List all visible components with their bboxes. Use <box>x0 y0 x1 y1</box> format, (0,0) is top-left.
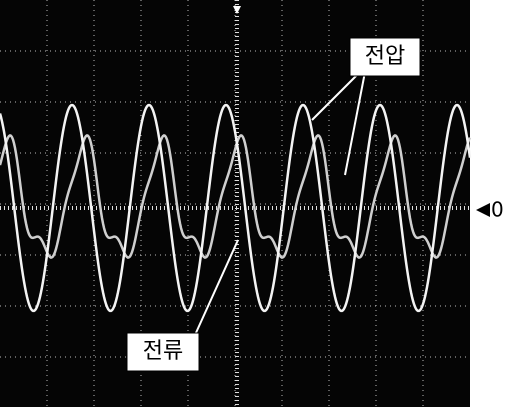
oscilloscope-screen: 전압 전류 0 <box>0 0 509 407</box>
page: 전압 전류 0 (() => { const data = JSON.parse… <box>0 0 509 407</box>
current-label: 전류 <box>143 339 183 364</box>
zero-marker: 0 <box>491 198 504 222</box>
zero-arrow <box>476 203 490 217</box>
voltage-label: 전압 <box>365 44 405 69</box>
